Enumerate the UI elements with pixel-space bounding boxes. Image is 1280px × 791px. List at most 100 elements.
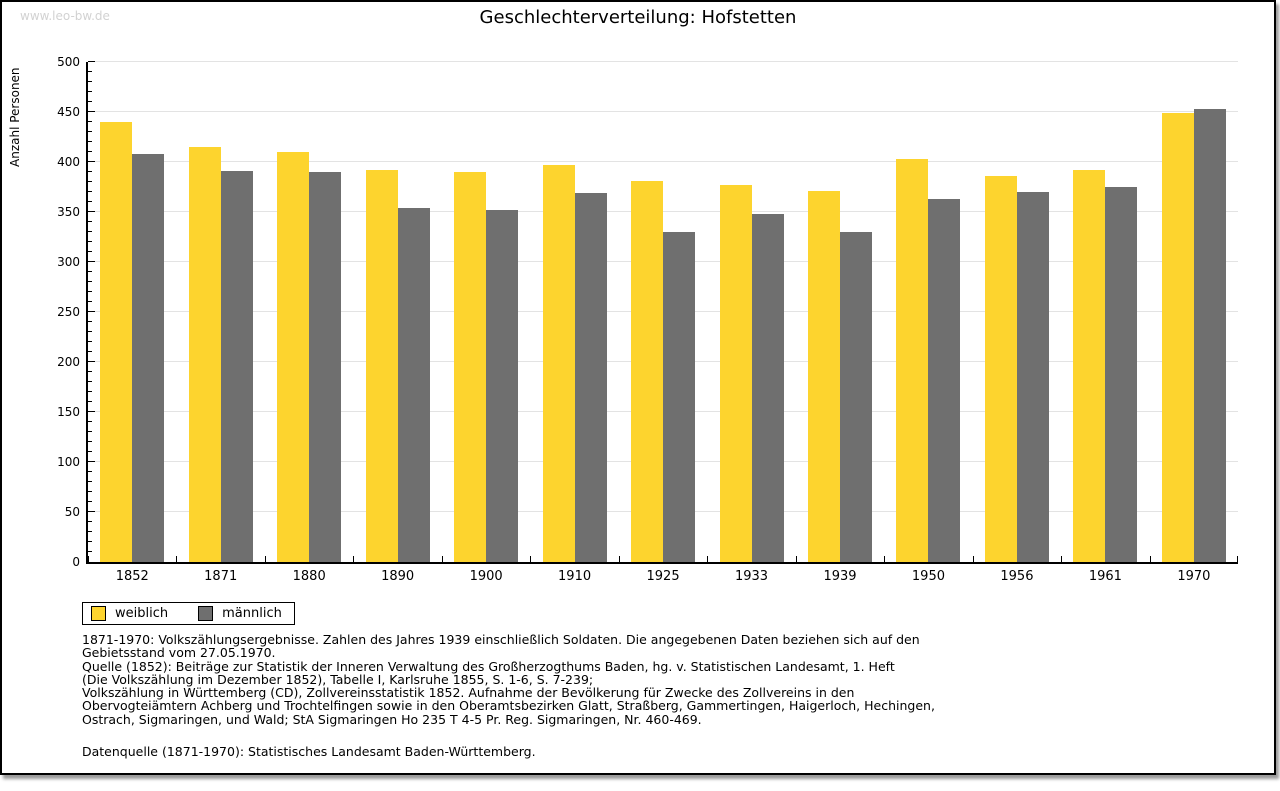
bar-weiblich-1925 (631, 181, 664, 562)
gridline (88, 61, 1238, 62)
y-axis-tick-label: 50 (64, 505, 80, 519)
bar-weiblich-1956 (984, 176, 1017, 562)
y-axis-tick (88, 431, 92, 432)
y-axis-tick-label: 350 (57, 205, 80, 219)
x-axis-tick (884, 556, 886, 562)
x-axis-label: 1852 (115, 569, 149, 584)
footnote-line: Gebietsstand vom 27.05.1970. (82, 645, 276, 661)
y-axis-tick (88, 241, 92, 242)
y-axis-tick (88, 521, 92, 522)
x-axis-tick (618, 556, 620, 562)
y-axis-tick (88, 341, 92, 342)
y-axis-tick (88, 101, 92, 102)
bar-group-1956: 1956 (973, 62, 1061, 584)
x-axis-label: 1956 (1000, 569, 1034, 584)
x-axis-tick (795, 556, 797, 562)
x-axis-tick (353, 556, 355, 562)
y-axis-tick (88, 111, 95, 112)
y-axis-tick (88, 161, 95, 162)
legend-label: männlich (222, 606, 282, 621)
bar-groups: 1852 1871 1880 1890 1900 1910 1925 1933 1939 1950… (88, 62, 1238, 584)
bar-männlich-1900 (486, 210, 519, 562)
bar-männlich-1890 (397, 208, 430, 562)
y-axis-tick (88, 441, 92, 442)
y-axis-tick (88, 391, 92, 392)
y-axis-tick-label: 500 (57, 55, 80, 69)
bar-weiblich-1939 (807, 191, 840, 562)
y-axis-title: Anzahl Personen (8, 67, 22, 167)
footnote-line: 1871-1970: Volkszählungsergebnisse. Zahl… (82, 632, 920, 647)
legend-swatch-icon (91, 606, 106, 621)
y-axis-tick (88, 311, 95, 312)
y-axis-tick (88, 251, 92, 252)
y-axis-tick-label: 300 (57, 255, 80, 269)
y-axis-tick (88, 201, 92, 202)
footnote-line: Ostrach, Sigmaringen, und Wald; StA Sigm… (82, 711, 702, 727)
plot-area: 1852 1871 1880 1890 1900 1910 1925 1933 1939 1950… (86, 61, 1238, 584)
x-axis-label: 1880 (292, 569, 326, 584)
y-axis-tick (88, 141, 92, 142)
bar-männlich-1910 (574, 193, 607, 562)
watermark: www.leo-bw.de (20, 9, 110, 23)
x-axis-tick (1237, 556, 1238, 562)
bar-group-1961: 1961 (1061, 62, 1149, 584)
bar-weiblich-1970 (1161, 113, 1194, 562)
bar-weiblich-1910 (542, 165, 575, 562)
x-axis-label: 1871 (204, 569, 238, 584)
y-axis-tick-labels: 0 50 100 150 200 250 300 350 400 450 500 (36, 55, 80, 569)
x-axis-label: 1961 (1088, 569, 1122, 584)
y-axis-tick (88, 371, 92, 372)
bar-weiblich-1890 (365, 170, 398, 562)
y-axis-tick (88, 71, 92, 72)
footnote-line: Quelle (1852): Beiträge zur Statistik de… (82, 658, 895, 674)
x-axis-tick (1061, 556, 1063, 562)
bar-männlich-1961 (1105, 187, 1138, 562)
footnote-line: Obervogteiämtern Achberg und Trochtelfin… (82, 698, 935, 714)
y-axis-tick (88, 381, 92, 382)
y-axis-tick (88, 231, 92, 232)
y-axis-tick (88, 121, 92, 122)
y-axis-tick-label: 0 (72, 555, 80, 569)
bar-weiblich-1852 (100, 122, 133, 562)
legend-item-weiblich: weiblich (91, 606, 168, 621)
x-axis-label: 1970 (1177, 569, 1211, 584)
bar-group-1925: 1925 (619, 62, 707, 584)
footnote-line: Volkszählung in Württemberg (CD), Zollve… (82, 685, 855, 701)
datasource-line: Datenquelle (1871-1970): Statistisches L… (82, 744, 536, 759)
bar-männlich-1956 (1016, 192, 1049, 562)
bar-group-1900: 1900 (442, 62, 530, 584)
y-axis-tick (88, 281, 92, 282)
bar-männlich-1852 (132, 154, 165, 562)
x-axis-tick (176, 556, 178, 562)
bar-group-1933: 1933 (707, 62, 795, 584)
footnote-line: (Die Volkszählung im Dezember 1852), Tab… (82, 671, 594, 687)
y-axis-tick (88, 511, 95, 512)
y-axis-tick (88, 491, 92, 492)
bar-group-1970: 1970 (1150, 62, 1238, 584)
x-axis-tick (88, 556, 89, 562)
x-axis-label: 1910 (558, 569, 592, 584)
y-axis-tick-label: 150 (57, 405, 80, 419)
x-axis-tick (1149, 556, 1151, 562)
bar-weiblich-1871 (188, 147, 221, 562)
x-axis-label: 1933 (734, 569, 769, 584)
bar-männlich-1933 (751, 214, 784, 562)
bar-männlich-1880 (309, 172, 342, 562)
y-axis-tick (88, 541, 92, 542)
y-axis-tick (88, 171, 92, 172)
y-axis-tick (88, 471, 92, 472)
y-axis-tick-label: 200 (57, 355, 80, 369)
y-axis-tick (88, 221, 92, 222)
bar-weiblich-1880 (277, 152, 310, 562)
y-axis-tick (88, 501, 92, 502)
x-axis-tick (264, 556, 266, 562)
bar-weiblich-1961 (1073, 170, 1106, 562)
bar-männlich-1939 (839, 232, 872, 562)
x-axis-tick (707, 556, 709, 562)
legend-swatch-icon (198, 606, 214, 621)
y-axis-tick (88, 461, 95, 462)
bar-weiblich-1933 (719, 185, 752, 562)
x-axis-tick (530, 556, 532, 562)
y-axis-tick (88, 211, 95, 212)
x-axis-tick (441, 556, 443, 562)
